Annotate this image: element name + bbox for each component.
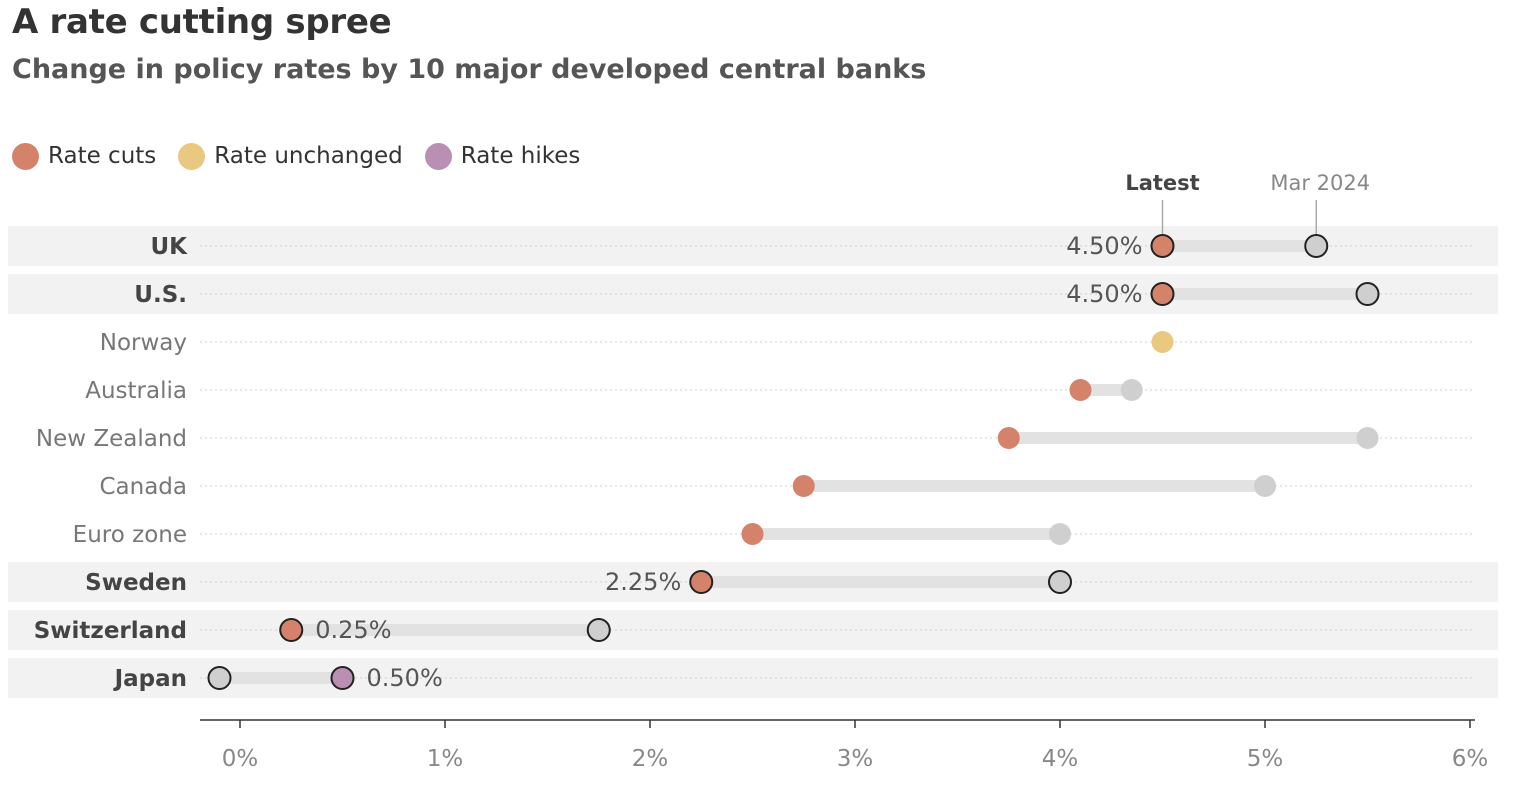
previous-dot-switzerland — [586, 618, 611, 642]
x-tick-label-6: 6% — [1452, 746, 1489, 772]
legend-item-rate-hikes: Rate hikes — [424, 142, 581, 170]
latest-dot-japan — [330, 666, 355, 690]
value-label-uk: 4.50% — [1066, 232, 1142, 260]
x-tick-label-3: 3% — [837, 746, 874, 772]
legend-swatch-rate-cuts — [12, 142, 39, 170]
previous-dot-uk — [1304, 234, 1329, 258]
latest-dot-canada — [792, 475, 815, 497]
latest-dot-uk — [1150, 234, 1175, 258]
previous-dot-australia — [1120, 379, 1143, 401]
previous-dot-u-s — [1355, 282, 1380, 306]
country-label-euro-zone: Euro zone — [73, 522, 187, 548]
country-label-japan: Japan — [113, 666, 187, 692]
chart-title: A rate cutting spree — [12, 2, 392, 42]
latest-dot-sweden — [689, 570, 714, 594]
country-label-switzerland: Switzerland — [34, 618, 187, 644]
country-label-canada: Canada — [99, 474, 187, 500]
country-label-australia: Australia — [85, 378, 187, 404]
latest-dot-euro-zone — [741, 523, 764, 545]
x-tick-label-4: 4% — [1042, 746, 1079, 772]
value-label-sweden: 2.25% — [605, 568, 681, 596]
country-label-uk: UK — [151, 234, 189, 260]
x-tick-label-2: 2% — [632, 746, 669, 772]
chart-subtitle: Change in policy rates by 10 major devel… — [12, 54, 927, 85]
x-tick-label-0: 0% — [222, 746, 259, 772]
country-label-u-s: U.S. — [134, 282, 187, 308]
previous-header-label: Mar 2024 — [1270, 171, 1370, 195]
value-label-u-s: 4.50% — [1066, 280, 1142, 308]
legend-label-rate-cuts: Rate cuts — [48, 143, 157, 169]
previous-dot-euro-zone — [1049, 523, 1071, 545]
latest-dot-australia — [1069, 379, 1092, 401]
previous-dot-sweden — [1048, 570, 1072, 594]
legend-label-rate-unchanged: Rate unchanged — [214, 143, 403, 169]
legend-item-rate-unchanged: Rate unchanged — [178, 142, 403, 170]
previous-dot-new-zealand — [1356, 427, 1379, 449]
legend: Rate cuts Rate unchanged Rate hikes — [12, 140, 602, 172]
previous-dot-japan — [207, 666, 232, 690]
legend-swatch-rate-unchanged — [178, 142, 206, 170]
latest-dot-new-zealand — [997, 427, 1020, 449]
x-tick-label-1: 1% — [427, 746, 464, 772]
latest-dot-norway — [1151, 331, 1174, 353]
x-tick-label-5: 5% — [1247, 746, 1284, 772]
latest-dot-switzerland — [279, 618, 304, 642]
latest-dot-u-s — [1150, 282, 1175, 306]
latest-header-label: Latest — [1125, 171, 1199, 195]
legend-label-rate-hikes: Rate hikes — [460, 143, 581, 169]
legend-item-rate-cuts: Rate cuts — [12, 142, 157, 170]
country-label-sweden: Sweden — [85, 570, 187, 596]
value-label-japan: 0.50% — [367, 664, 443, 692]
country-label-new-zealand: New Zealand — [36, 426, 187, 452]
legend-swatch-rate-hikes — [424, 142, 452, 170]
value-label-switzerland: 0.25% — [315, 616, 391, 644]
country-label-norway: Norway — [100, 330, 187, 356]
previous-dot-canada — [1254, 475, 1276, 497]
